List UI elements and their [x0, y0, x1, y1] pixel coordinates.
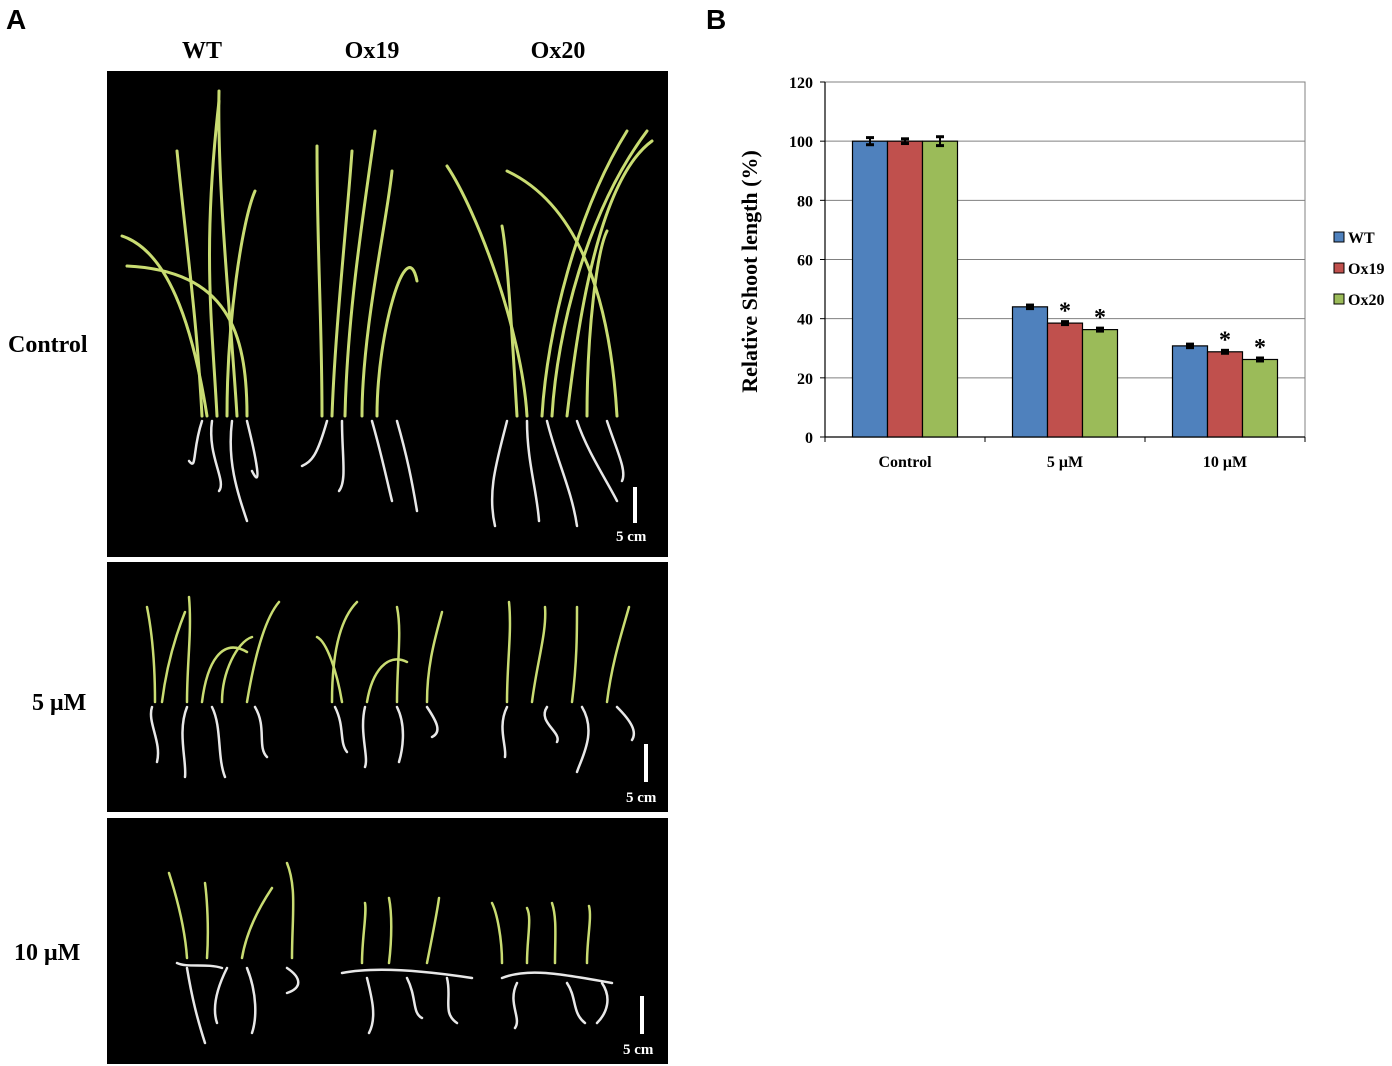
- scale-bar-control: [633, 487, 637, 523]
- bar-wt: [1011, 306, 1049, 438]
- seedlings-illustration-5um: [145, 595, 636, 779]
- column-label-ox20: Ox20: [530, 38, 586, 64]
- x-tick-label: Control: [878, 454, 932, 471]
- legend-label-ox19: Ox19: [1348, 261, 1384, 278]
- y-tick-label: 20: [797, 371, 813, 388]
- y-tick-label: 0: [805, 430, 813, 447]
- significance-marker: *: [1219, 327, 1231, 353]
- column-label-wt: WT: [181, 38, 223, 64]
- scale-bar-5um: [644, 744, 648, 782]
- y-tick-label: 60: [797, 253, 813, 270]
- bar-wt: [1171, 345, 1209, 438]
- bar-ox19: [1206, 351, 1244, 438]
- seedling-photo-control: 5 cm: [107, 71, 668, 557]
- legend-swatch-ox19: [1333, 262, 1345, 274]
- bar-ox19: [1046, 322, 1084, 438]
- panel-a-label: A: [6, 4, 27, 35]
- bar-ox20: [1081, 329, 1119, 438]
- x-tick-label: 10 μM: [1203, 454, 1247, 471]
- significance-marker: *: [1059, 299, 1071, 325]
- legend-label-wt: WT: [1348, 230, 1375, 247]
- y-tick-label: 120: [789, 75, 813, 92]
- scale-label-control: 5 cm: [616, 529, 647, 545]
- shoot-length-bar-chart: 0 20 40 60 80 100 120 Relative Shoot length (%)…: [737, 75, 1384, 471]
- y-tick-label: 100: [789, 134, 813, 151]
- row-label-control: Control: [8, 332, 88, 358]
- scale-bar-10um: [640, 996, 644, 1034]
- y-tick-label: 40: [797, 312, 813, 329]
- scale-label-10um: 5 cm: [623, 1042, 654, 1058]
- bar-ox20: [1241, 358, 1279, 438]
- seedlings-illustration-10um: [167, 861, 614, 1045]
- bar-wt: [851, 140, 889, 438]
- row-label-10um: 10 μM: [14, 940, 81, 966]
- y-axis-label: Relative Shoot length (%): [737, 150, 762, 393]
- row-label-5um: 5 μM: [32, 690, 87, 716]
- column-label-ox19: Ox19: [344, 38, 400, 64]
- seedlings-illustration-control: [120, 89, 654, 528]
- bar-ox19: [886, 140, 924, 438]
- legend-swatch-ox20: [1333, 293, 1345, 305]
- y-tick-label: 80: [797, 193, 813, 210]
- seedling-photo-10um: 5 cm: [107, 818, 668, 1064]
- x-tick-label: 5 μM: [1047, 454, 1083, 471]
- bar-ox20: [921, 140, 959, 438]
- legend-label-ox20: Ox20: [1348, 292, 1384, 309]
- panel-b-label: B: [706, 4, 727, 35]
- legend-swatch-wt: [1333, 231, 1345, 243]
- significance-marker: *: [1254, 335, 1266, 361]
- scale-label-5um: 5 cm: [626, 790, 657, 806]
- seedling-photo-5um: 5 cm: [107, 562, 668, 812]
- significance-marker: *: [1094, 305, 1106, 331]
